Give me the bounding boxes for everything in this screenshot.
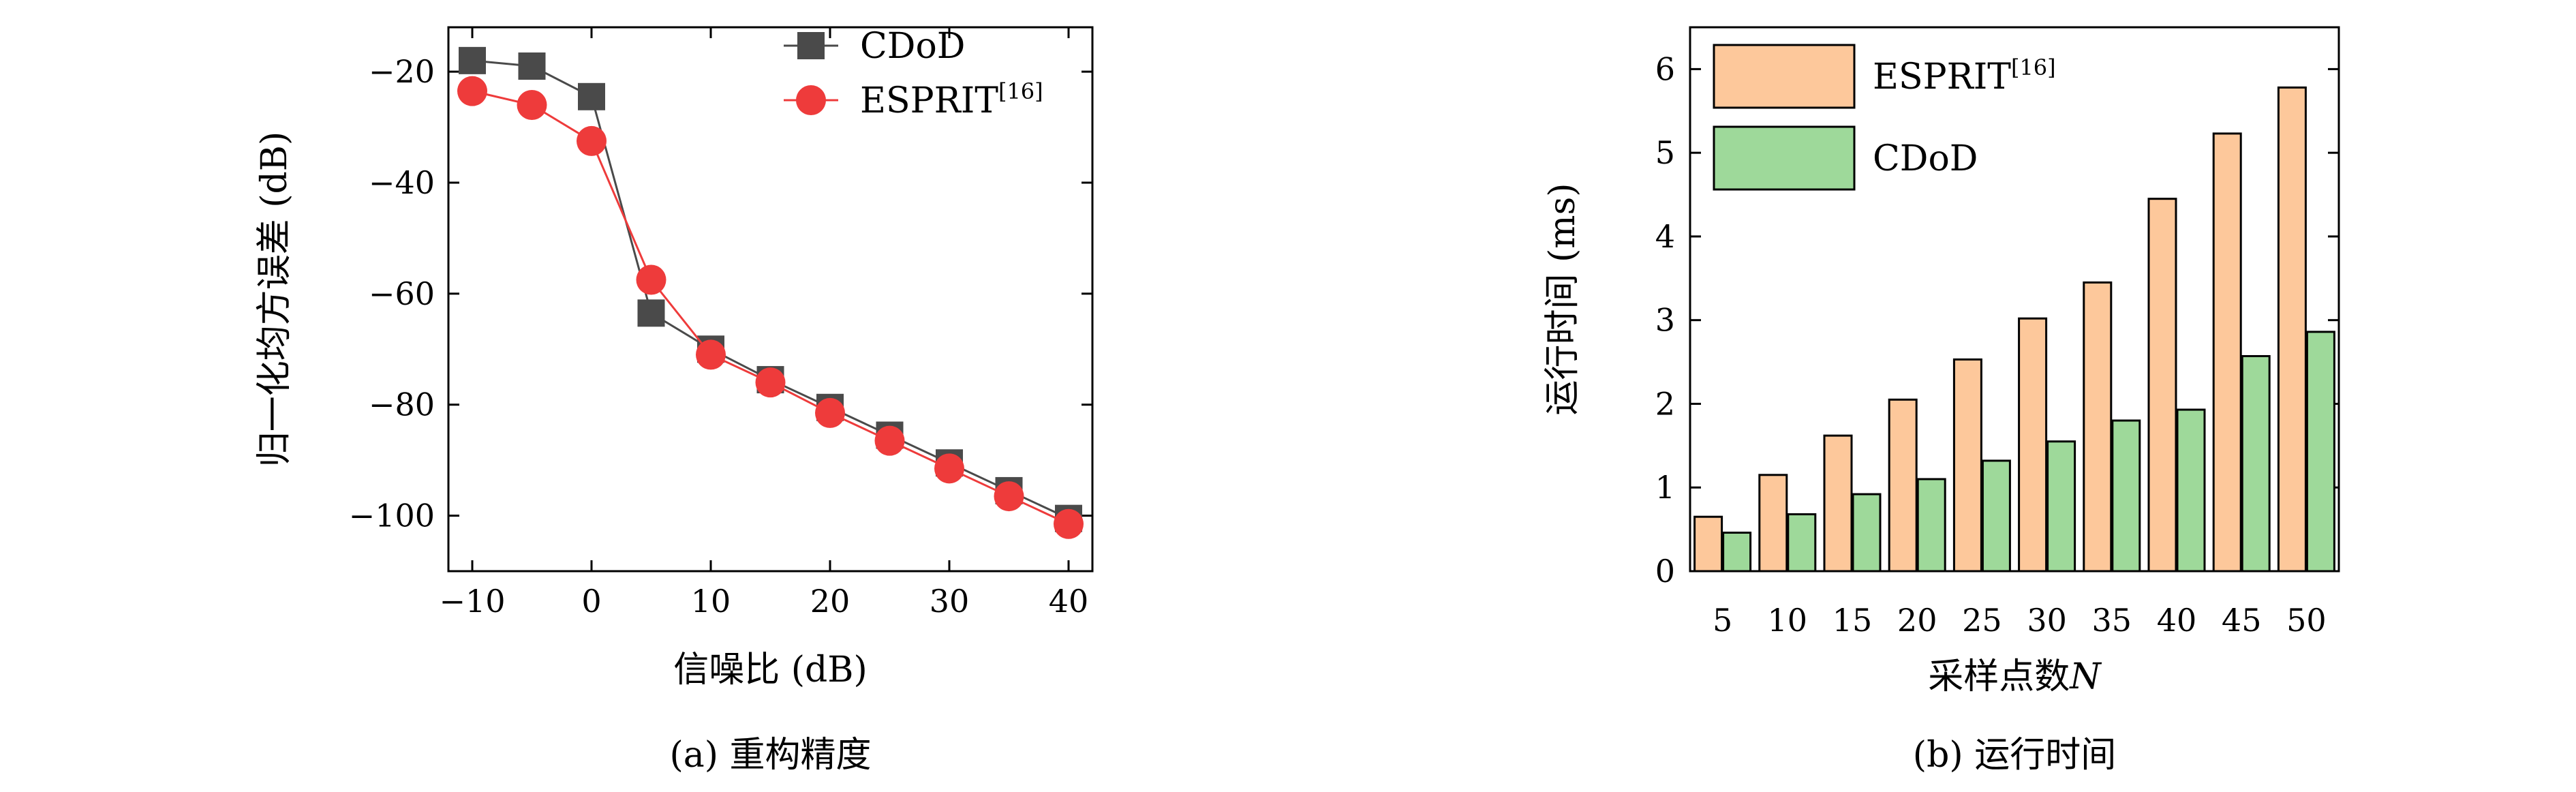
legend-label: ESPRIT[16] [1873,55,2056,97]
bar [2046,440,2076,573]
data-point [459,46,486,74]
data-point [755,367,786,398]
legend-label-citation: [16] [998,78,1043,104]
x-tick-label: 10 [1768,602,1808,639]
caption-a: (a) 重构精度 [669,735,871,776]
plot-frame [447,26,1094,573]
legend-label-text: CDoD [860,26,965,67]
y-tick-label: 2 [1655,385,1675,422]
x-tick-label: 10 [691,583,731,620]
bar [2212,132,2242,573]
caption-b: (b) 运行时间 [1913,735,2116,776]
bar [2111,419,2141,573]
y-axis-label: 归一化均方误差 (dB) [254,132,295,468]
bar [1916,478,1946,573]
data-point [457,76,487,106]
legend-label: CDoD [1873,138,1978,179]
legend-label-text: CDoD [1873,138,1978,179]
legend-marker [797,32,825,59]
y-tick-label: 1 [1655,469,1675,506]
bar [1952,358,1982,573]
data-point [517,90,547,120]
legend-label-text: ESPRIT [1873,57,2011,97]
bar [2147,198,2177,573]
data-point [577,125,607,156]
x-tick-label: 40 [1049,583,1089,620]
legend-marker [796,85,826,115]
bar [2083,281,2113,573]
chart-reconstruction-accuracy: −10 0 10 20 30 40−20−40−60−80−100CDoDESPRIT[1… [254,26,1094,776]
bar [2305,331,2335,573]
bar [1787,513,1817,573]
legend-label: ESPRIT[16] [860,78,1043,121]
plot-frame [1689,26,2340,573]
x-tick-label: 50 [2286,602,2327,639]
data-point [874,425,905,456]
bar [1758,474,1788,573]
bar [2277,86,2307,573]
x-tick-label: 25 [1962,602,2002,639]
y-tick-label: −80 [369,386,435,423]
y-tick-label: −40 [369,164,435,201]
legend-swatch [1713,44,1856,109]
data-point [815,397,845,428]
x-tick-label: 20 [810,583,850,620]
x-axis-label-symbol: N [2068,656,2102,697]
x-tick-label: 0 [581,583,601,620]
y-axis-label: 运行时间 (ms) [1542,183,1583,415]
bar [2176,408,2206,573]
y-tick-label: −20 [369,53,435,90]
legend-label-citation: [16] [2011,55,2056,80]
y-tick-label: −100 [349,498,435,534]
data-point [578,82,605,110]
x-tick-label: 15 [1833,602,1873,639]
x-tick-label: 5 [1713,602,1732,639]
data-point [1054,508,1084,539]
legend-label: CDoD [860,26,965,67]
x-axis-label-text: 采样点数 [1928,656,2070,697]
x-axis-label: 信噪比 (dB) [673,650,868,690]
data-point [934,453,964,484]
data-point [637,299,665,327]
bar [2241,354,2271,573]
y-tick-label: 5 [1655,134,1675,171]
x-tick-label: 35 [2092,602,2132,639]
bar [2018,317,2048,573]
x-tick-label: 40 [2157,602,2197,639]
x-tick-label: 30 [930,583,970,620]
x-axis-label: 采样点数N [1928,656,2102,697]
y-tick-label: 3 [1655,302,1675,339]
y-tick-label: 6 [1655,50,1675,87]
legend-swatch [1713,125,1856,191]
bar [1852,493,1882,573]
data-point [994,481,1024,512]
series-line [472,59,1069,520]
legend-label-text: ESPRIT [860,80,998,121]
series-line [472,90,1069,526]
bar [1888,398,1918,573]
x-tick-label: 20 [1897,602,1937,639]
bar [1823,434,1853,573]
data-point [636,264,666,295]
y-tick-label: 0 [1655,553,1675,590]
y-tick-label: −60 [369,275,435,312]
bar [1981,459,2011,573]
y-tick-label: 4 [1655,218,1675,255]
x-tick-label: 30 [2027,602,2067,639]
data-point [518,52,546,80]
x-tick-label: 45 [2222,602,2262,639]
bar [1722,532,1752,573]
bar [1693,515,1723,573]
x-tick-label: −10 [439,583,505,620]
data-point [696,339,726,370]
